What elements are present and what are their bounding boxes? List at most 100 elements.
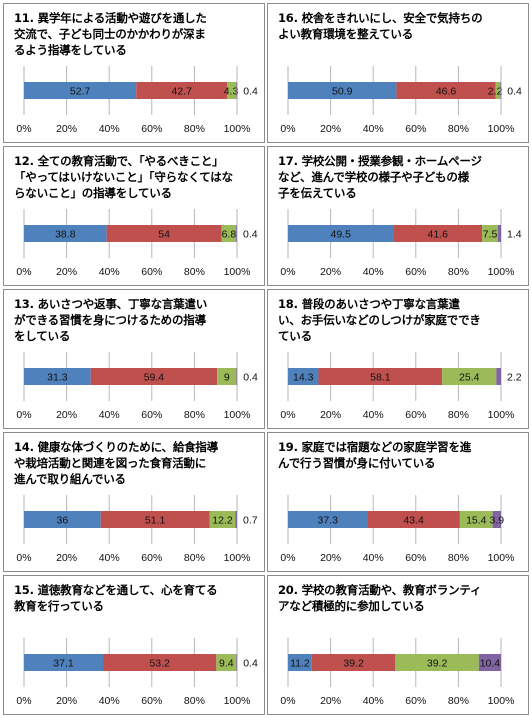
x-tick-label: 100% — [224, 695, 251, 707]
data-label: 38.8 — [55, 229, 76, 241]
x-tick-label: 60% — [405, 695, 426, 707]
bar-segment — [236, 368, 238, 385]
bar-segment — [288, 368, 319, 385]
chart-panel: 17. 学校公開・授業参観・ホームページ など、進んで学校の様子や子どもの様 子… — [267, 146, 529, 286]
data-label: 9.4 — [219, 658, 234, 670]
data-label: 0.4 — [507, 86, 522, 98]
bar-segment — [318, 368, 443, 385]
chart-title: 17. 学校公開・授業参観・ホームページ など、進んで学校の様子や子どもの様 子… — [278, 154, 482, 200]
data-label: 2.2 — [507, 372, 522, 384]
data-label: 0.4 — [243, 372, 258, 384]
data-label: 36 — [56, 515, 68, 527]
x-tick-label: 0% — [16, 409, 31, 421]
x-tick-label: 60% — [141, 266, 162, 278]
data-label: 58.1 — [370, 372, 391, 384]
x-tick-label: 20% — [320, 123, 341, 135]
x-tick-label: 100% — [224, 123, 251, 135]
chart-panel: 15. 道徳教育などを通して、心を育てる 教育を行っている 0% 20% 40% 60%… — [3, 575, 265, 715]
chart-title: 19. 家庭では宿題などの家庭学習を進 んで行う習慣が身に付いている — [278, 440, 472, 470]
data-label: 3.9 — [490, 515, 505, 527]
chart-panel: 20. 学校の教育活動や、教育ボランティ アなど積極的に参加している 0% 20% 4… — [267, 575, 529, 715]
x-tick-label: 40% — [99, 123, 120, 135]
x-tick-label: 100% — [224, 266, 251, 278]
bar-segment — [106, 225, 222, 242]
data-label: 52.7 — [70, 86, 91, 98]
x-tick-label: 20% — [320, 552, 341, 564]
chart-panel: 11. 異学年による活動や遊びを通した 交流で、子ども同士のかかわりが深ま るよ… — [3, 3, 265, 143]
bar-segment — [288, 511, 368, 528]
bar-chart: 0% 20% 40% 60% 80% 100% 36 51.1 12.2 0.7 — [16, 495, 258, 564]
chart-title: 15. 道徳教育などを通して、心を育てる 教育を行っている — [14, 583, 218, 613]
x-tick-label: 80% — [448, 409, 469, 421]
bar-segment — [482, 225, 499, 242]
bar-chart: 0% 20% 40% 60% 80% 100% 37.3 43.4 15.4 3.9 — [280, 495, 515, 564]
x-tick-label: 20% — [320, 695, 341, 707]
x-tick-label: 20% — [56, 695, 77, 707]
x-tick-label: 80% — [184, 409, 205, 421]
bar-segment — [288, 654, 312, 671]
chart-title: 12. 全ての教育活動で、「やるべきこと」 「やってはいけないこと」「守らなくて… — [14, 154, 233, 200]
x-tick-label: 100% — [488, 552, 515, 564]
data-label: 15.4 — [466, 515, 487, 527]
data-label: 53.2 — [149, 658, 170, 670]
chart-panel: 18. 普段のあいさつや丁寧な言葉遣 い、お手伝いなどのしつけが家庭ででき てい… — [267, 289, 529, 429]
bar-segment — [136, 82, 228, 99]
bar-chart: 0% 20% 40% 60% 80% 100% 14.3 58.1 25.4 2.2 — [280, 352, 522, 421]
x-tick-label: 40% — [99, 695, 120, 707]
x-tick-label: 60% — [141, 123, 162, 135]
data-label: 6.8 — [222, 229, 237, 241]
chart-title: 18. 普段のあいさつや丁寧な言葉遣 い、お手伝いなどのしつけが家庭ででき てい… — [278, 297, 481, 343]
bar-segment — [395, 654, 479, 671]
chart-title: 20. 学校の教育活動や、教育ボランティ アなど積極的に参加している — [278, 583, 482, 613]
x-tick-label: 60% — [405, 123, 426, 135]
bar-segment — [100, 511, 210, 528]
data-label: 50.9 — [332, 86, 353, 98]
chart-panel: 19. 家庭では宿題などの家庭学習を進 んで行う習慣が身に付いている 0% 20% 4… — [267, 432, 529, 572]
data-label: 46.6 — [436, 86, 457, 98]
bar-segment — [288, 225, 394, 242]
bar-segment — [209, 511, 236, 528]
data-label: 51.1 — [145, 515, 166, 527]
bar-segment — [103, 654, 217, 671]
bar-segment — [367, 511, 460, 528]
data-label: 54 — [158, 229, 170, 241]
x-tick-label: 60% — [405, 552, 426, 564]
x-tick-label: 100% — [488, 266, 515, 278]
x-tick-label: 40% — [363, 409, 384, 421]
data-label: 0.4 — [243, 658, 258, 670]
data-label: 2.2 — [488, 86, 503, 98]
data-label: 41.6 — [428, 229, 449, 241]
data-label: 12.2 — [212, 515, 233, 527]
x-tick-label: 0% — [280, 695, 295, 707]
x-tick-label: 60% — [141, 409, 162, 421]
bar-chart: 0% 20% 40% 60% 80% 100% 37.1 53.2 9.4 0.4 — [16, 638, 258, 707]
bar-segment — [90, 368, 218, 385]
bar-segment — [393, 225, 483, 242]
x-tick-label: 20% — [56, 123, 77, 135]
x-tick-label: 20% — [320, 266, 341, 278]
bar-segment — [221, 225, 237, 242]
x-tick-label: 80% — [184, 123, 205, 135]
data-label: 7.5 — [483, 229, 498, 241]
bar-chart: 0% 20% 40% 60% 80% 100% 38.8 54 6.8 0.4 — [16, 209, 258, 278]
x-tick-label: 60% — [405, 409, 426, 421]
data-label: 0.4 — [243, 229, 258, 241]
bar-segment — [24, 511, 101, 528]
x-tick-label: 40% — [363, 552, 384, 564]
data-label: 37.3 — [318, 515, 339, 527]
bar-segment — [24, 225, 107, 242]
x-tick-label: 20% — [56, 266, 77, 278]
x-tick-label: 60% — [141, 695, 162, 707]
bar-segment — [396, 82, 496, 99]
x-tick-label: 100% — [488, 123, 515, 135]
x-tick-label: 80% — [448, 695, 469, 707]
x-tick-label: 80% — [448, 552, 469, 564]
data-label: 37.1 — [53, 658, 74, 670]
bar-segment — [492, 511, 501, 528]
x-tick-label: 40% — [363, 123, 384, 135]
bar-segment — [217, 368, 237, 385]
bar-segment — [500, 82, 502, 99]
bar-segment — [24, 654, 104, 671]
x-tick-label: 60% — [405, 266, 426, 278]
bar-segment — [496, 368, 501, 385]
